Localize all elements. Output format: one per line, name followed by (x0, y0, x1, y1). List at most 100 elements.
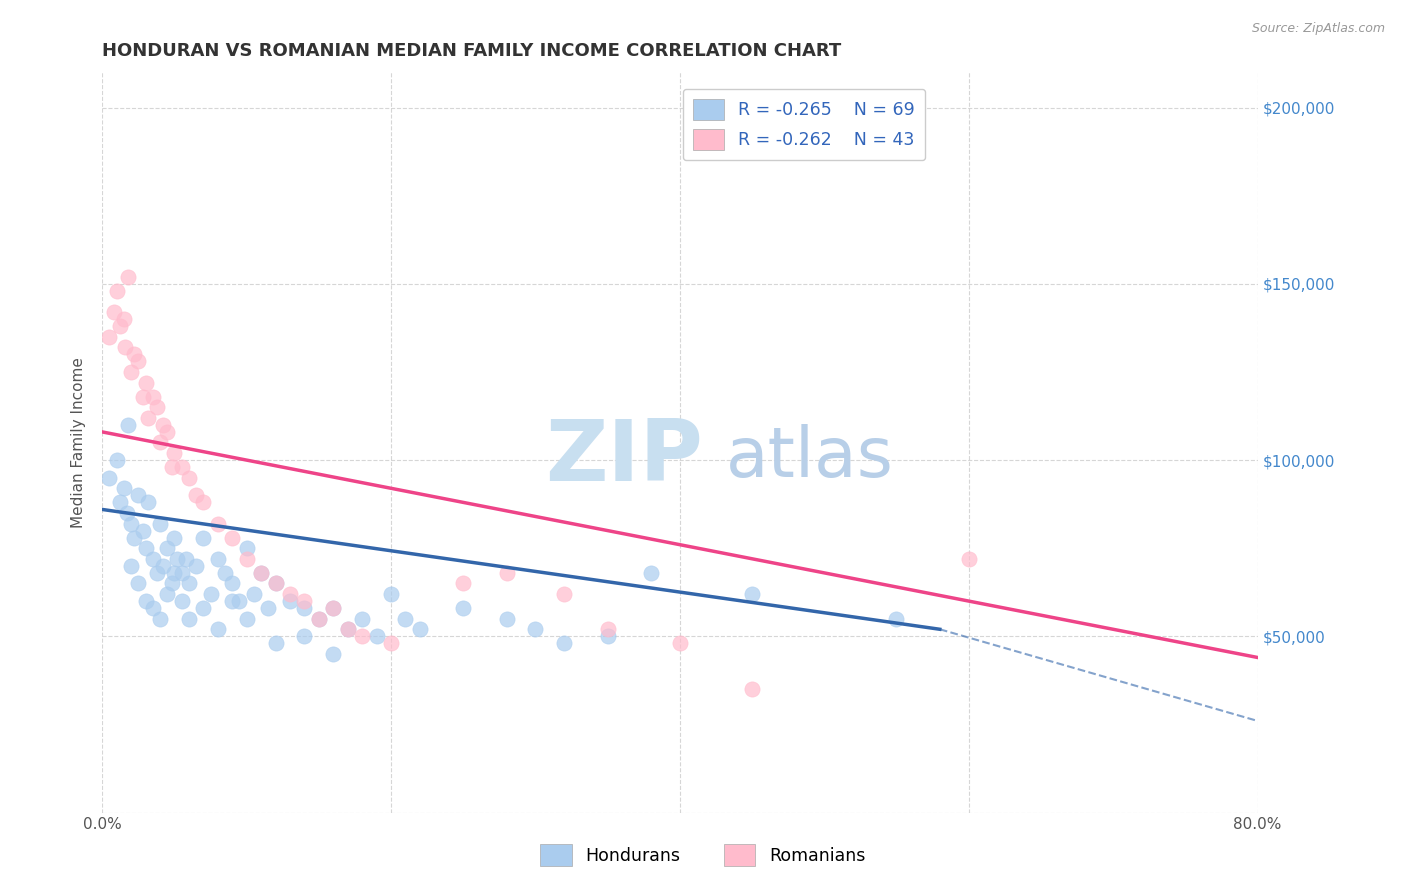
Point (221, 594, 243, 608)
Point (112, 481, 135, 495)
Point (122, 531, 145, 545)
Point (163, 446, 186, 460)
Point (120, 365, 142, 379)
Text: HONDURAN VS ROMANIAN MEDIAN FAMILY INCOME CORRELATION CHART: HONDURAN VS ROMANIAN MEDIAN FAMILY INCOM… (103, 42, 841, 60)
Point (214, 566, 236, 580)
Point (278, 594, 301, 608)
Point (495, 566, 517, 580)
Point (135, 594, 157, 608)
Point (886, 612, 908, 626)
Point (669, 636, 692, 650)
Point (98, 330, 121, 344)
Point (117, 269, 139, 284)
Point (160, 460, 183, 475)
Point (292, 594, 315, 608)
Text: Source: ZipAtlas.com: Source: ZipAtlas.com (1251, 22, 1385, 36)
Point (394, 612, 416, 626)
Point (264, 576, 287, 591)
Point (380, 587, 402, 601)
Point (138, 495, 160, 509)
Point (152, 417, 174, 432)
Point (135, 376, 157, 390)
Legend: R = -0.265    N = 69, R = -0.262    N = 43: R = -0.265 N = 69, R = -0.262 N = 43 (683, 88, 925, 161)
Point (131, 390, 153, 404)
Point (451, 576, 474, 591)
Point (149, 435, 172, 450)
Point (117, 417, 139, 432)
Point (352, 629, 374, 643)
Point (146, 401, 169, 415)
Point (207, 622, 229, 636)
Point (221, 576, 243, 591)
Point (243, 587, 266, 601)
Point (322, 601, 344, 615)
Point (553, 587, 575, 601)
Point (524, 622, 547, 636)
Point (112, 312, 135, 326)
Point (146, 566, 169, 580)
Point (142, 601, 165, 615)
Point (640, 566, 662, 580)
Point (250, 566, 273, 580)
Point (127, 576, 149, 591)
Point (207, 516, 229, 531)
Point (451, 601, 474, 615)
Point (336, 622, 359, 636)
Y-axis label: Median Family Income: Median Family Income (72, 357, 86, 528)
Point (156, 587, 179, 601)
Point (235, 612, 257, 626)
Point (170, 594, 193, 608)
Point (352, 612, 374, 626)
Point (292, 629, 315, 643)
Point (170, 460, 193, 475)
Point (114, 340, 136, 354)
Point (221, 531, 243, 545)
Point (98, 471, 121, 485)
Point (174, 551, 197, 566)
Point (115, 506, 138, 520)
Point (308, 612, 330, 626)
Point (163, 566, 186, 580)
Point (553, 636, 575, 650)
Point (135, 541, 157, 556)
Point (152, 558, 174, 573)
Point (322, 601, 344, 615)
Point (278, 587, 301, 601)
Point (336, 622, 359, 636)
Point (177, 612, 200, 626)
Point (741, 587, 763, 601)
Point (105, 453, 128, 467)
Point (156, 541, 179, 556)
Point (103, 305, 125, 319)
Point (108, 319, 131, 334)
Point (741, 682, 763, 697)
Point (149, 612, 172, 626)
Point (235, 551, 257, 566)
Point (264, 636, 287, 650)
Point (184, 488, 207, 502)
Point (250, 566, 273, 580)
Point (207, 551, 229, 566)
Point (193, 495, 215, 509)
Point (193, 601, 215, 615)
Point (292, 601, 315, 615)
Point (495, 612, 517, 626)
Point (127, 354, 149, 368)
Point (177, 576, 200, 591)
Point (166, 551, 188, 566)
Point (257, 601, 280, 615)
Point (228, 594, 250, 608)
Point (264, 576, 287, 591)
Point (170, 566, 193, 580)
Legend: Hondurans, Romanians: Hondurans, Romanians (533, 838, 873, 872)
Point (127, 488, 149, 502)
Point (163, 531, 186, 545)
Point (105, 284, 128, 298)
Point (120, 516, 142, 531)
Point (366, 629, 388, 643)
Point (322, 647, 344, 661)
Point (596, 629, 619, 643)
Point (131, 524, 153, 538)
Point (409, 622, 432, 636)
Point (380, 636, 402, 650)
